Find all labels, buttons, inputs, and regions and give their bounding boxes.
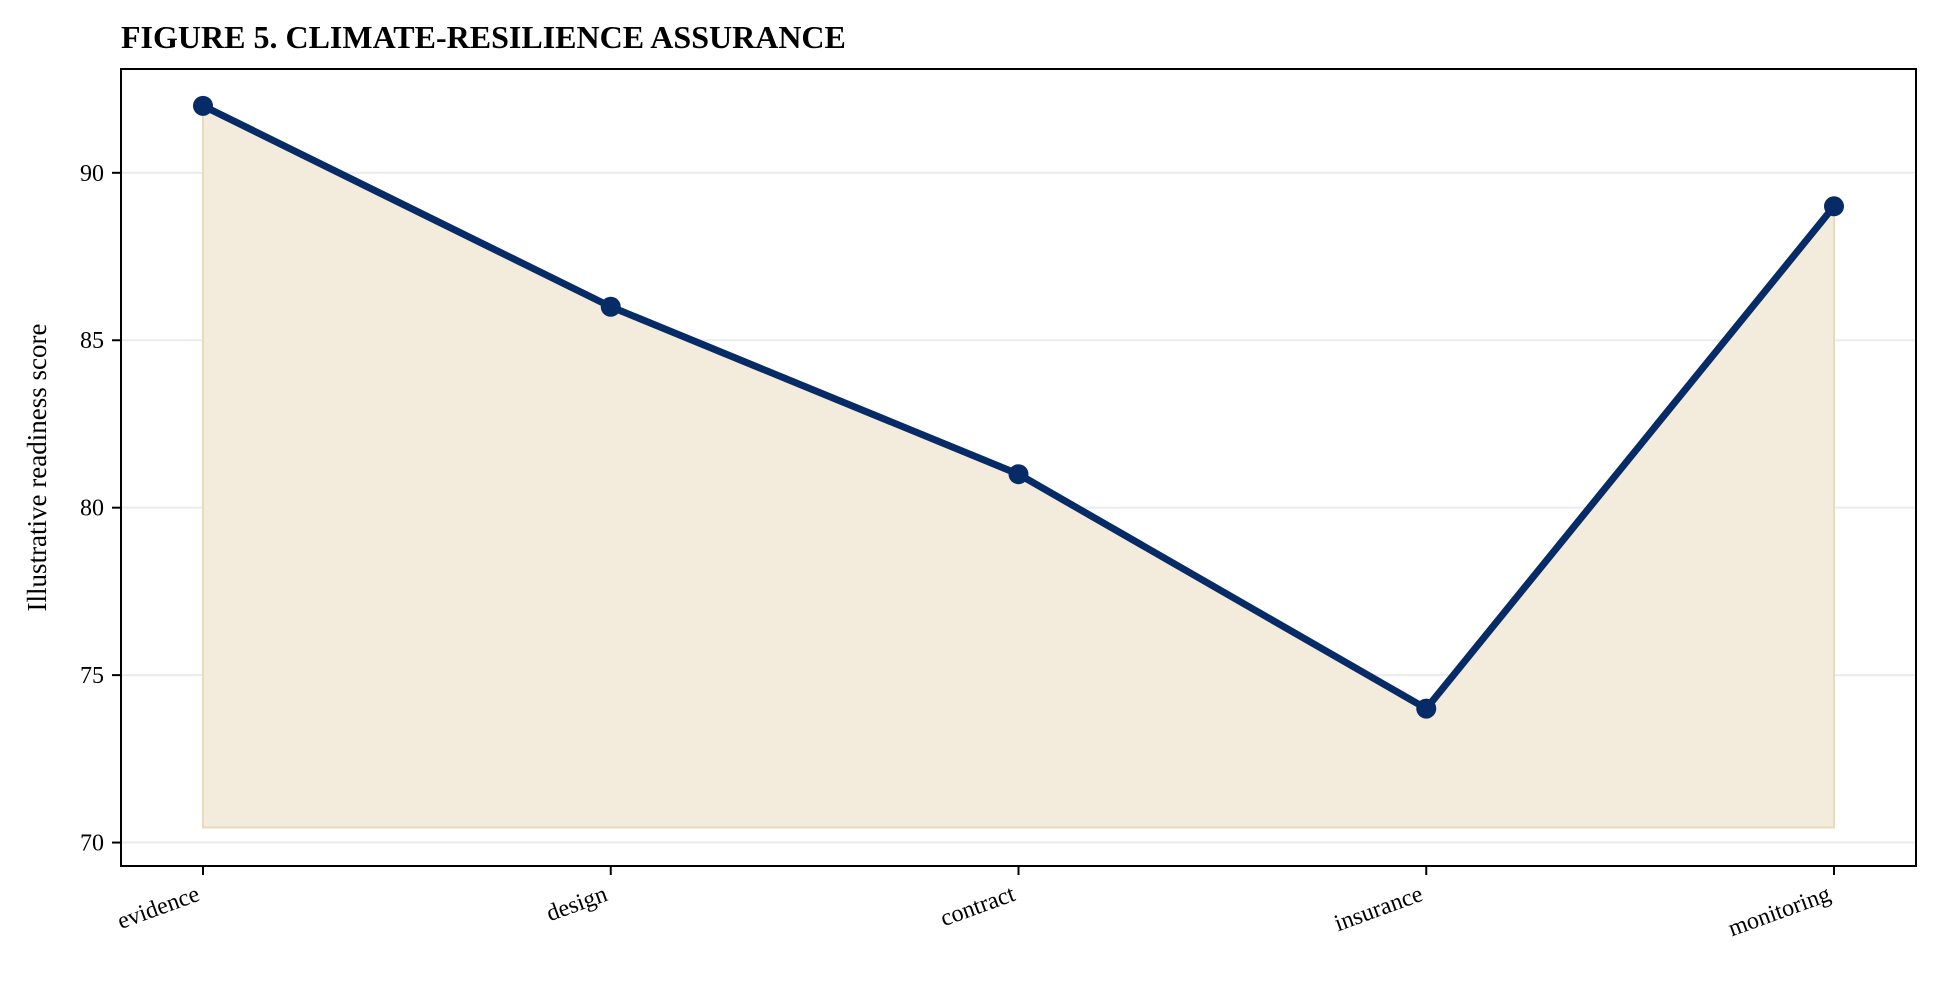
data-point-insurance bbox=[1416, 698, 1437, 719]
data-point-design bbox=[600, 296, 621, 317]
y-tick-label: 75 bbox=[80, 663, 104, 689]
data-point-monitoring bbox=[1824, 196, 1844, 217]
y-tick-label: 85 bbox=[80, 328, 104, 354]
y-tick-labels: 70 75 80 85 90 bbox=[80, 161, 104, 857]
y-tick-label: 80 bbox=[80, 496, 104, 522]
y-tick-label: 70 bbox=[80, 831, 104, 857]
marker-layer bbox=[193, 95, 1844, 719]
chart-title: FIGURE 5. CLIMATE-RESILIENCE ASSURANCE bbox=[121, 19, 846, 55]
y-tick-label: 90 bbox=[80, 161, 104, 187]
data-point-evidence bbox=[193, 95, 213, 116]
data-point-contract bbox=[1008, 464, 1029, 485]
axis-ticks bbox=[112, 171, 1835, 875]
y-axis-label: Illustrative readiness score bbox=[22, 324, 52, 612]
